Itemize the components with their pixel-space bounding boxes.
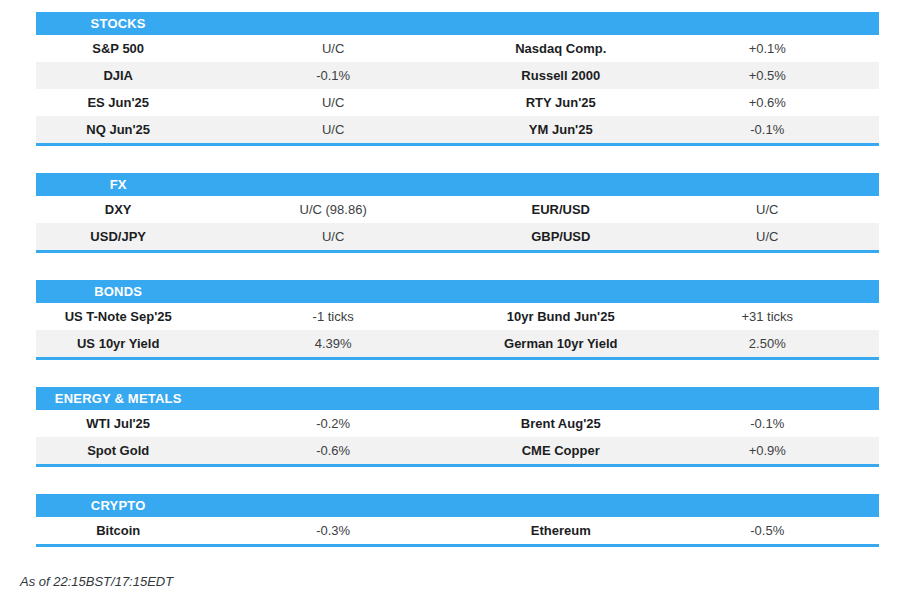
market-section: STOCKS S&P 500 U/C Nasdaq Comp. +0.1% DJ…	[36, 12, 879, 146]
table-row: DXY U/C (98.86) EUR/USD U/C	[36, 196, 879, 223]
table-row: WTI Jul'25 -0.2% Brent Aug'25 -0.1%	[36, 410, 879, 437]
instrument-name: Russell 2000	[466, 68, 656, 83]
section-header-bar: STOCKS	[36, 12, 879, 35]
instrument-change: +31 ticks	[656, 309, 879, 324]
instrument-change: +0.5%	[656, 68, 879, 83]
instrument-name: Bitcoin	[36, 523, 200, 538]
instrument-change: U/C	[656, 229, 879, 244]
instrument-name: YM Jun'25	[466, 122, 656, 137]
section-title: STOCKS	[36, 16, 200, 31]
instrument-change: U/C (98.86)	[200, 202, 466, 217]
section-rows: WTI Jul'25 -0.2% Brent Aug'25 -0.1% Spot…	[36, 410, 879, 464]
section-rows: US T-Note Sep'25 -1 ticks 10yr Bund Jun'…	[36, 303, 879, 357]
instrument-change: U/C	[200, 122, 466, 137]
instrument-change: -0.6%	[200, 443, 466, 458]
instrument-change: -0.2%	[200, 416, 466, 431]
instrument-change: U/C	[656, 202, 879, 217]
market-section: BONDS US T-Note Sep'25 -1 ticks 10yr Bun…	[36, 280, 879, 360]
section-title: BONDS	[36, 284, 200, 299]
section-rows: DXY U/C (98.86) EUR/USD U/C USD/JPY U/C …	[36, 196, 879, 250]
instrument-change: -0.1%	[200, 68, 466, 83]
section-title: ENERGY & METALS	[36, 391, 200, 406]
table-row: Spot Gold -0.6% CME Copper +0.9%	[36, 437, 879, 464]
market-section: CRYPTO Bitcoin -0.3% Ethereum -0.5%	[36, 494, 879, 547]
section-header-bar: BONDS	[36, 280, 879, 303]
instrument-name: S&P 500	[36, 41, 200, 56]
instrument-name: German 10yr Yield	[466, 336, 656, 351]
section-header-bar: FX	[36, 173, 879, 196]
section-rows: Bitcoin -0.3% Ethereum -0.5%	[36, 517, 879, 544]
instrument-change: 2.50%	[656, 336, 879, 351]
table-row: ES Jun'25 U/C RTY Jun'25 +0.6%	[36, 89, 879, 116]
section-rows: S&P 500 U/C Nasdaq Comp. +0.1% DJIA -0.1…	[36, 35, 879, 143]
instrument-change: +0.9%	[656, 443, 879, 458]
instrument-name: EUR/USD	[466, 202, 656, 217]
timestamp-note: As of 22:15BST/17:15EDT	[20, 574, 897, 589]
market-section: ENERGY & METALS WTI Jul'25 -0.2% Brent A…	[36, 387, 879, 467]
instrument-name: 10yr Bund Jun'25	[466, 309, 656, 324]
table-row: S&P 500 U/C Nasdaq Comp. +0.1%	[36, 35, 879, 62]
instrument-name: DJIA	[36, 68, 200, 83]
instrument-name: ES Jun'25	[36, 95, 200, 110]
instrument-change: +0.1%	[656, 41, 879, 56]
table-row: DJIA -0.1% Russell 2000 +0.5%	[36, 62, 879, 89]
market-wrap-table: STOCKS S&P 500 U/C Nasdaq Comp. +0.1% DJ…	[36, 12, 879, 547]
instrument-change: U/C	[200, 41, 466, 56]
instrument-name: DXY	[36, 202, 200, 217]
table-row: NQ Jun'25 U/C YM Jun'25 -0.1%	[36, 116, 879, 143]
instrument-change: +0.6%	[656, 95, 879, 110]
instrument-change: -0.3%	[200, 523, 466, 538]
instrument-change: U/C	[200, 95, 466, 110]
table-row: USD/JPY U/C GBP/USD U/C	[36, 223, 879, 250]
instrument-change: -0.1%	[656, 416, 879, 431]
instrument-change: 4.39%	[200, 336, 466, 351]
table-row: Bitcoin -0.3% Ethereum -0.5%	[36, 517, 879, 544]
instrument-name: US T-Note Sep'25	[36, 309, 200, 324]
instrument-name: RTY Jun'25	[466, 95, 656, 110]
section-header-bar: ENERGY & METALS	[36, 387, 879, 410]
section-title: FX	[36, 177, 200, 192]
instrument-name: Spot Gold	[36, 443, 200, 458]
instrument-name: USD/JPY	[36, 229, 200, 244]
instrument-name: WTI Jul'25	[36, 416, 200, 431]
sections: STOCKS S&P 500 U/C Nasdaq Comp. +0.1% DJ…	[36, 12, 879, 547]
instrument-change: U/C	[200, 229, 466, 244]
instrument-name: NQ Jun'25	[36, 122, 200, 137]
instrument-name: Nasdaq Comp.	[466, 41, 656, 56]
table-row: US 10yr Yield 4.39% German 10yr Yield 2.…	[36, 330, 879, 357]
instrument-name: US 10yr Yield	[36, 336, 200, 351]
instrument-name: Ethereum	[466, 523, 656, 538]
instrument-change: -0.1%	[656, 122, 879, 137]
section-header-bar: CRYPTO	[36, 494, 879, 517]
instrument-name: GBP/USD	[466, 229, 656, 244]
market-section: FX DXY U/C (98.86) EUR/USD U/C USD/JPY U…	[36, 173, 879, 253]
instrument-change: -1 ticks	[200, 309, 466, 324]
section-title: CRYPTO	[36, 498, 200, 513]
instrument-name: CME Copper	[466, 443, 656, 458]
instrument-change: -0.5%	[656, 523, 879, 538]
instrument-name: Brent Aug'25	[466, 416, 656, 431]
table-row: US T-Note Sep'25 -1 ticks 10yr Bund Jun'…	[36, 303, 879, 330]
